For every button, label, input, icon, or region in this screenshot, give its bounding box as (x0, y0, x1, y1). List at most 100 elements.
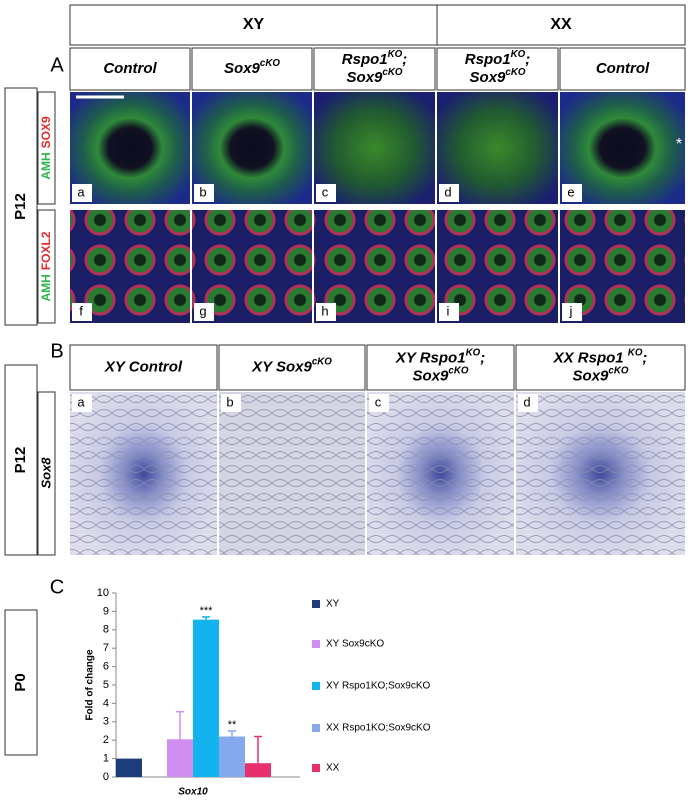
row-label-box (37, 209, 56, 324)
legend-swatch (312, 764, 320, 772)
image-letter: e (567, 184, 574, 199)
header-label: Sox9cKO (573, 366, 629, 385)
header-box (218, 344, 366, 391)
stage-label: P12 (12, 447, 29, 474)
panel-label: B (50, 340, 63, 362)
image-letter: b (226, 394, 233, 409)
legend-label: XX (326, 763, 340, 774)
stain-name: FOXL2 (39, 231, 53, 270)
header-box (313, 47, 436, 91)
header-label: XX Rspo1 KO; (553, 348, 648, 367)
image-letter-box (562, 184, 582, 202)
image-letter: g (199, 303, 206, 318)
image-letter-box (439, 184, 459, 202)
y-axis-title: Fold of change (85, 649, 96, 721)
header-text: Control (596, 60, 650, 77)
row-label: AMH FOXL2 (39, 231, 53, 301)
y-tick-label: 6 (103, 661, 109, 673)
stage-box (4, 364, 38, 556)
header-text: XY Sox9 (251, 358, 312, 375)
header-text: Rspo1 (465, 51, 511, 68)
header-superscript: cKO (448, 366, 468, 377)
image-letter: j (569, 303, 573, 318)
header-box (366, 344, 515, 391)
image-letter-box (562, 303, 582, 321)
image-letter-box (316, 303, 336, 321)
gene-label: Sox8 (38, 457, 53, 489)
image-letter-box (72, 184, 92, 202)
panel-label: A (50, 54, 64, 76)
image-letter: c (322, 184, 329, 199)
header-superscript: KO (511, 49, 526, 60)
header-text: XX Rspo1 (553, 349, 628, 366)
y-tick-label: 5 (103, 679, 109, 691)
image-letter-box (316, 184, 336, 202)
header-label: Sox9cKO (413, 366, 469, 385)
micrograph-cells (367, 392, 514, 555)
asterisk: * (676, 136, 682, 153)
header-box (436, 47, 559, 91)
micrograph-cells (516, 392, 685, 555)
header-box (559, 47, 686, 91)
y-tick-label: 1 (103, 753, 109, 765)
header-box (69, 344, 218, 391)
header-text: ; (525, 51, 530, 68)
y-tick-label: 4 (103, 697, 109, 709)
image-letter-box (194, 184, 214, 202)
image-letter: d (444, 184, 451, 199)
header-superscript: cKO (505, 67, 525, 78)
image-letter: c (375, 394, 382, 409)
y-tick-label: 10 (97, 587, 109, 599)
image-letter-box (72, 394, 92, 412)
group-label: XY (243, 16, 265, 33)
y-tick-label: 7 (103, 642, 109, 654)
x-tick-label: Sox10 (178, 787, 208, 798)
image-letter: b (199, 184, 206, 199)
header-label: Sox9cKO (470, 67, 526, 86)
header-text: Sox9 (470, 69, 507, 86)
header-superscript: KO (628, 348, 643, 359)
legend-label: XY Rspo1KO;Sox9cKO (326, 681, 431, 692)
y-tick-label: 8 (103, 624, 109, 636)
image-letter-box (439, 303, 459, 321)
y-tick-label: 9 (103, 605, 109, 617)
y-tick-label: 2 (103, 734, 109, 746)
bar (245, 763, 271, 777)
legend-label: XY Sox9cKO (326, 639, 384, 650)
stage-label: P12 (12, 193, 29, 220)
micrograph-cells (219, 392, 365, 555)
header-text: Sox9 (573, 367, 610, 384)
stage-box (4, 609, 38, 756)
group-box (436, 4, 686, 46)
header-text: Sox9 (413, 367, 450, 384)
y-tick-label: 0 (103, 771, 109, 783)
stain-name: SOX9 (39, 116, 53, 148)
header-label: Sox9cKO (224, 58, 280, 77)
image-letter-box (369, 394, 389, 412)
row-label-box (37, 91, 56, 205)
image-letter-box (72, 303, 92, 321)
header-label: XY Sox9cKO (251, 357, 332, 376)
legend-swatch (312, 682, 320, 690)
bar (116, 758, 142, 777)
header-label: XY Control (104, 358, 183, 375)
header-superscript: cKO (260, 58, 280, 69)
image-letter-box (518, 394, 538, 412)
header-superscript: KO (466, 348, 481, 359)
group-label: XX (550, 16, 572, 33)
row-label-box (37, 391, 56, 556)
header-text: Control (103, 60, 157, 77)
stain-name: AMH (39, 152, 53, 179)
legend-label: XY (326, 599, 340, 610)
header-text: Sox9 (224, 60, 261, 77)
stain-name: AMH (39, 274, 53, 301)
header-superscript: cKO (608, 366, 628, 377)
image-letter: d (523, 394, 530, 409)
legend-label: XX Rspo1KO;Sox9cKO (326, 723, 431, 734)
header-box (69, 47, 191, 91)
bar (193, 619, 219, 777)
image-letter: a (77, 184, 85, 199)
header-text: Rspo1 (342, 51, 388, 68)
image-letter-box (194, 303, 214, 321)
header-superscript: cKO (312, 357, 332, 368)
